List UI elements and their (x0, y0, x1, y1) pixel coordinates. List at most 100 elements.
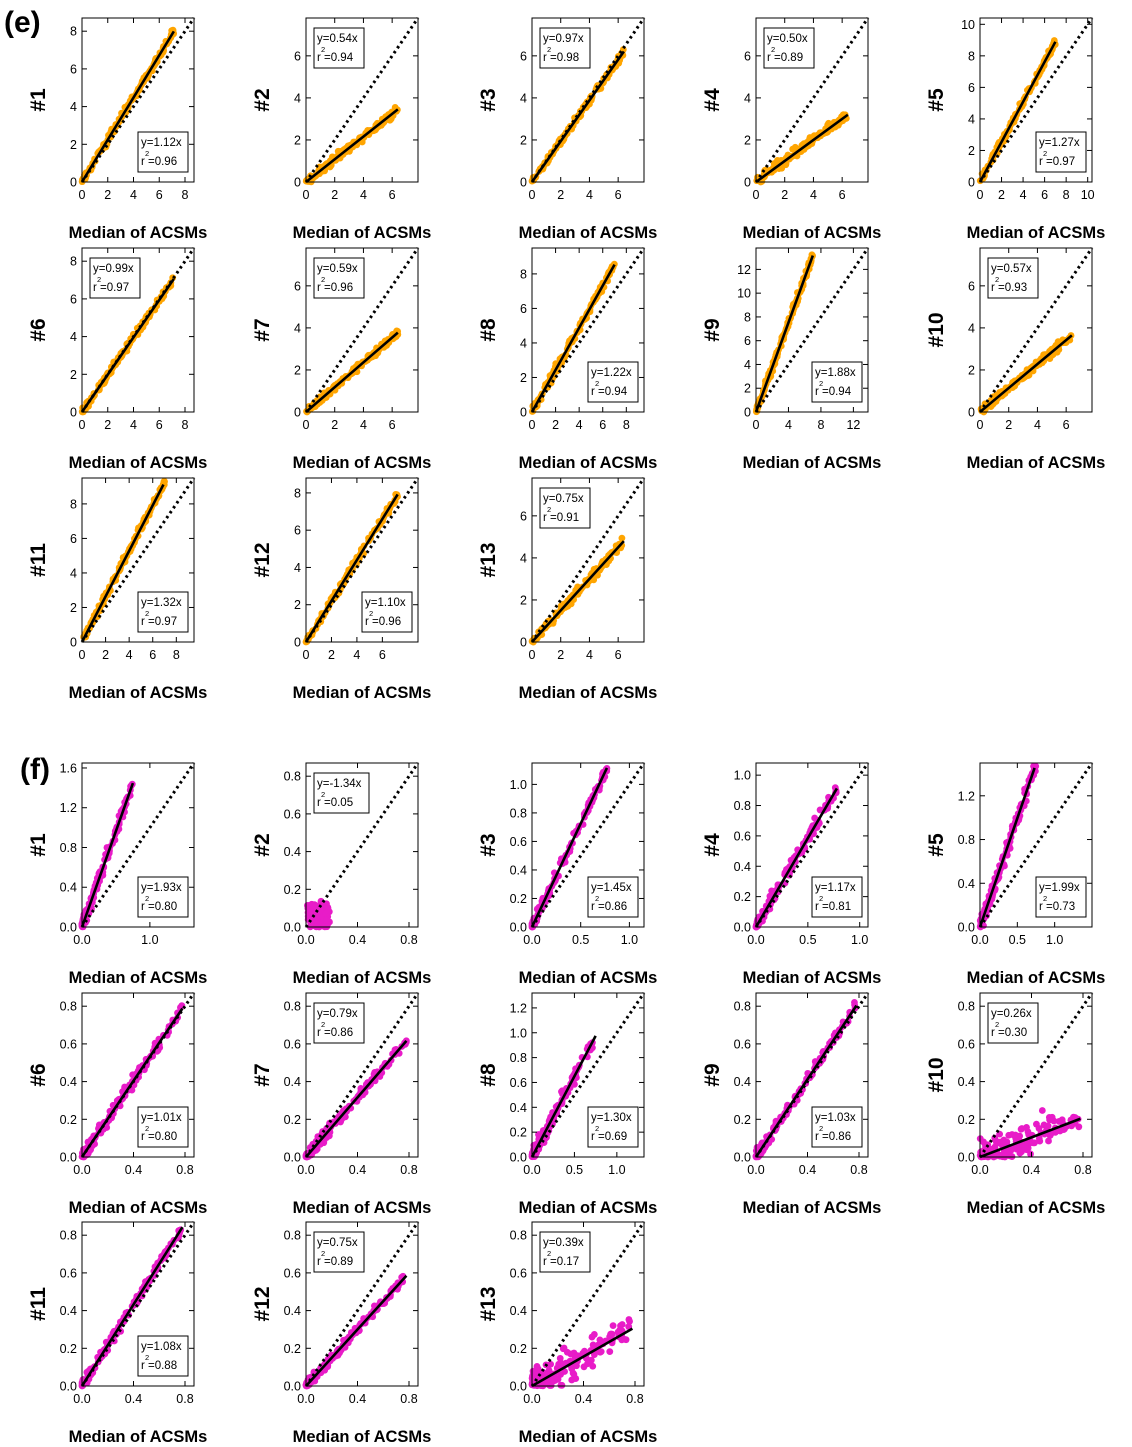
x-tick-label: 0.0 (297, 1163, 314, 1177)
y-tick-label: 8 (968, 49, 975, 63)
y-tick-label: 2 (520, 133, 527, 147)
data-point (160, 477, 168, 485)
x-axis-label: Median of ACSMs (293, 454, 432, 472)
x-tick-label: 4 (130, 188, 137, 202)
y-tick-label: 0 (520, 176, 527, 190)
r2-symbol: r (543, 512, 547, 524)
y-tick-label: 6 (520, 302, 527, 316)
y-tick-label: 0.8 (510, 1051, 527, 1065)
x-tick-label: 0.0 (73, 1392, 90, 1406)
y-tick-label: 12 (737, 263, 751, 277)
y-tick-label: 1.2 (60, 801, 77, 815)
y-tick-label: 2 (968, 144, 975, 158)
r2-superscript: 2 (97, 275, 101, 284)
r2-superscript: 2 (771, 45, 775, 54)
x-tick-label: 0.8 (400, 1392, 417, 1406)
r2-symbol: r (317, 282, 321, 294)
r2-symbol: r (141, 156, 145, 168)
y-tick-label: 0.4 (958, 877, 975, 891)
y-tick-label: 2 (70, 368, 77, 382)
x-tick-label: 0.8 (176, 1392, 193, 1406)
y-tick-label: 1.0 (510, 778, 527, 792)
y-tick-label: 8 (70, 497, 77, 511)
fit-line (979, 334, 1073, 413)
fit-annotation-box (1035, 131, 1087, 173)
y-tick-label: 0.6 (60, 1037, 77, 1051)
data-point (1023, 1124, 1030, 1131)
fit-line (305, 1039, 408, 1158)
r2-value: =0.97 (148, 616, 177, 628)
x-axis-label: Median of ACSMs (293, 1199, 432, 1217)
x-tick-label: 6 (599, 418, 606, 432)
instrument-label: #13 (477, 1286, 500, 1321)
data-point (584, 1360, 591, 1368)
data-point (534, 1365, 542, 1373)
y-tick-label: 0.4 (60, 1304, 77, 1318)
x-axis-label: Median of ACSMs (69, 224, 208, 242)
y-tick-label: 1.2 (510, 1001, 527, 1015)
fit-line (978, 41, 1057, 183)
y-tick-label: 6 (968, 279, 975, 293)
fit-line (80, 782, 135, 928)
y-tick-label: 4 (294, 561, 301, 575)
instrument-label: #1 (27, 833, 50, 857)
x-tick-label: 0 (79, 648, 86, 662)
x-axis-label: Median of ACSMs (519, 454, 658, 472)
instrument-label: #12 (251, 1286, 274, 1321)
y-tick-label: 4 (520, 551, 527, 565)
x-tick-label: 0 (303, 188, 310, 202)
x-tick-label: 6 (615, 648, 622, 662)
x-tick-label: 0 (303, 418, 310, 432)
x-tick-label: 0 (753, 188, 760, 202)
y-tick-label: 8 (744, 310, 751, 324)
x-tick-label: 6 (389, 188, 396, 202)
r2-value: =0.73 (1046, 901, 1075, 913)
fit-line (80, 483, 165, 643)
x-tick-label: 0.5 (566, 1163, 583, 1177)
y-tick-label: 0.6 (734, 829, 751, 843)
r2-superscript: 2 (145, 149, 149, 158)
x-tick-label: 0.0 (297, 933, 314, 947)
r2-value: =0.96 (148, 156, 177, 168)
x-tick-label: 6 (1063, 418, 1070, 432)
instrument-label: #10 (925, 312, 948, 347)
fit-equation: y=0.39x (543, 1237, 584, 1249)
y-tick-label: 6 (968, 81, 975, 95)
y-tick-label: 4 (968, 112, 975, 126)
x-axis-label: Median of ACSMs (293, 1428, 432, 1442)
r2-symbol: r (815, 901, 819, 913)
r2-superscript: 2 (819, 379, 823, 388)
fit-equation: y=1.88x (815, 367, 856, 379)
x-tick-label: 4 (586, 188, 593, 202)
x-axis-label: Median of ACSMs (293, 224, 432, 242)
r2-symbol: r (591, 901, 595, 913)
y-tick-label: 6 (520, 509, 527, 523)
x-tick-label: 0.8 (400, 1163, 417, 1177)
x-axis-label: Median of ACSMs (69, 684, 208, 702)
fit-equation: y=0.97x (543, 33, 584, 45)
fit-equation: y=1.12x (141, 137, 182, 149)
y-tick-label: 4 (744, 91, 751, 105)
y-tick-label: 0.6 (284, 807, 301, 821)
x-tick-label: 0.4 (349, 933, 366, 947)
x-axis-label: Median of ACSMs (967, 454, 1106, 472)
x-axis-label: Median of ACSMs (519, 684, 658, 702)
y-tick-label: 2 (520, 371, 527, 385)
fit-annotation-box (763, 27, 815, 69)
plot-frame (979, 247, 1093, 413)
x-tick-label: 1.0 (621, 933, 638, 947)
y-tick-label: 4 (520, 336, 527, 350)
r2-symbol: r (365, 616, 369, 628)
x-axis-label: Median of ACSMs (293, 969, 432, 987)
fit-equation: y=1.27x (1039, 137, 1080, 149)
x-tick-label: 0.8 (626, 1392, 643, 1406)
data-point (563, 1348, 571, 1356)
r2-symbol: r (317, 797, 321, 809)
y-tick-label: 0.4 (958, 1075, 975, 1089)
data-point (995, 1151, 1003, 1159)
